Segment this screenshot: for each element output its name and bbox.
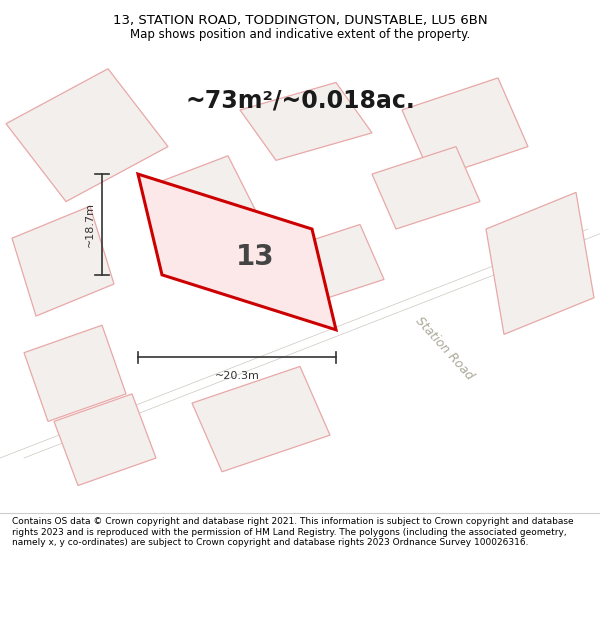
Text: Contains OS data © Crown copyright and database right 2021. This information is : Contains OS data © Crown copyright and d… bbox=[12, 518, 574, 548]
Text: Map shows position and indicative extent of the property.: Map shows position and indicative extent… bbox=[130, 28, 470, 41]
Text: ~73m²/~0.018ac.: ~73m²/~0.018ac. bbox=[185, 89, 415, 112]
Text: Station Road: Station Road bbox=[412, 314, 476, 382]
Polygon shape bbox=[276, 224, 384, 307]
Polygon shape bbox=[54, 394, 156, 486]
Text: ~20.3m: ~20.3m bbox=[215, 371, 259, 381]
Polygon shape bbox=[402, 78, 528, 179]
Text: 13: 13 bbox=[236, 242, 274, 271]
Polygon shape bbox=[156, 156, 258, 242]
Polygon shape bbox=[372, 147, 480, 229]
Text: 13, STATION ROAD, TODDINGTON, DUNSTABLE, LU5 6BN: 13, STATION ROAD, TODDINGTON, DUNSTABLE,… bbox=[113, 14, 487, 27]
Polygon shape bbox=[12, 206, 114, 316]
Polygon shape bbox=[240, 82, 372, 161]
Polygon shape bbox=[138, 174, 336, 330]
Polygon shape bbox=[6, 69, 168, 201]
Polygon shape bbox=[192, 366, 330, 472]
Polygon shape bbox=[486, 192, 594, 334]
Text: ~18.7m: ~18.7m bbox=[85, 202, 95, 247]
Polygon shape bbox=[24, 325, 126, 421]
